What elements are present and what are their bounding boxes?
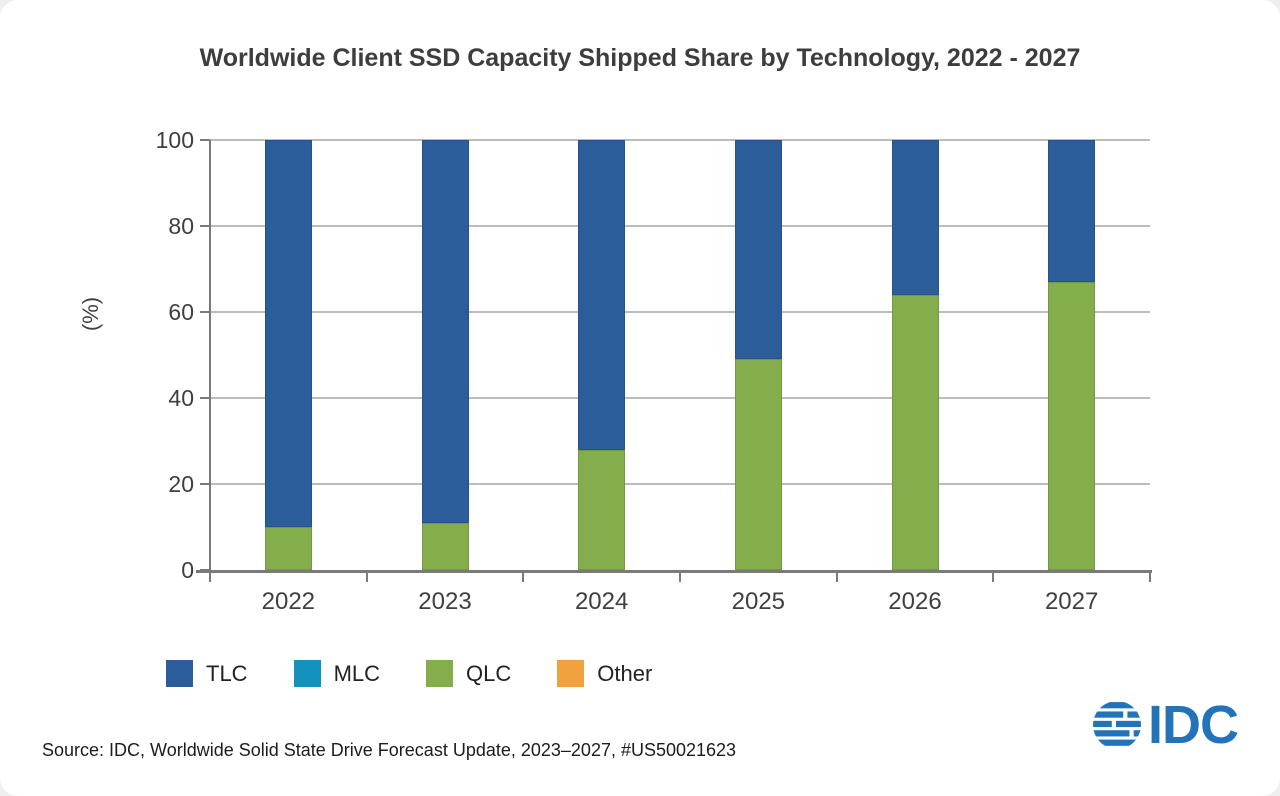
bar-segment-tlc-2022 (264, 140, 312, 527)
chart-title: Worldwide Client SSD Capacity Shipped Sh… (199, 44, 1081, 72)
x-tick-6 (1149, 573, 1151, 582)
bar-segment-qlc-2024 (578, 449, 626, 570)
legend-label-tlc: TLC (206, 661, 248, 686)
legend-swatch-mlc (293, 660, 321, 687)
y-tick-80 (200, 225, 210, 227)
gridline-20 (210, 483, 1150, 485)
bar-segment-tlc-2026 (891, 140, 939, 295)
legend-label-qlc: QLC (466, 661, 512, 686)
bar-segment-tlc-2023 (421, 140, 469, 523)
bar-segment-qlc-2027 (1048, 281, 1096, 570)
x-axis-label-2026: 2026 (888, 588, 942, 615)
gridline-40 (210, 397, 1150, 399)
idc-logo: IDC (1092, 695, 1239, 755)
legend-swatch-qlc (426, 660, 454, 687)
bar-segment-tlc-2027 (1048, 140, 1096, 282)
x-tick-5 (992, 573, 995, 582)
y-tick-20 (200, 483, 210, 485)
x-tick-0 (209, 573, 211, 582)
bar-segment-tlc-2024 (578, 140, 626, 450)
x-axis-label-2027: 2027 (1044, 588, 1099, 615)
legend-item-tlc: TLC (166, 660, 248, 687)
y-tick-60 (200, 311, 210, 313)
legend-item-qlc: QLC (426, 660, 511, 687)
x-axis-label-2022: 2022 (261, 588, 316, 615)
source-text: Source: IDC, Worldwide Solid State Drive… (42, 740, 737, 760)
y-axis-label: (%) (78, 296, 103, 332)
y-tick-0 (200, 569, 210, 571)
x-axis-label-2023: 2023 (418, 588, 472, 615)
bar-segment-qlc-2022 (264, 527, 312, 570)
gridline-60 (210, 311, 1150, 313)
legend: TLC MLC QLC Other (166, 660, 652, 687)
idc-logo-text: IDC (1148, 695, 1239, 755)
y-axis-line (209, 140, 211, 572)
x-axis-label-2024: 2024 (574, 588, 629, 615)
y-tick-100 (200, 139, 210, 141)
x-tick-2 (522, 573, 525, 582)
y-tick-label-80: 80 (168, 213, 194, 239)
x-axis-line (196, 570, 1152, 573)
y-tick-label-100: 100 (155, 127, 194, 153)
bar-segment-qlc-2025 (734, 359, 782, 570)
x-tick-1 (365, 573, 368, 582)
y-tick-label-60: 60 (168, 299, 194, 325)
legend-item-mlc: MLC (293, 660, 381, 687)
legend-label-mlc: MLC (333, 661, 381, 686)
legend-label-other: Other (597, 661, 653, 686)
legend-swatch-tlc (166, 660, 193, 687)
bar-segment-qlc-2023 (421, 522, 469, 570)
bar-segment-tlc-2025 (734, 140, 782, 360)
legend-swatch-other (557, 660, 585, 687)
bar-segment-qlc-2026 (891, 294, 939, 570)
x-tick-4 (835, 573, 838, 582)
idc-globe-icon (1093, 702, 1141, 746)
gridline-100 (210, 139, 1150, 141)
legend-item-other: Other (557, 660, 652, 687)
y-tick-label-0: 0 (181, 557, 194, 583)
gridline-80 (210, 225, 1150, 227)
y-tick-label-40: 40 (168, 385, 194, 411)
y-tick-label-20: 20 (168, 471, 194, 497)
y-tick-40 (200, 397, 210, 399)
x-tick-3 (679, 573, 681, 582)
x-axis-label-2025: 2025 (731, 588, 786, 615)
